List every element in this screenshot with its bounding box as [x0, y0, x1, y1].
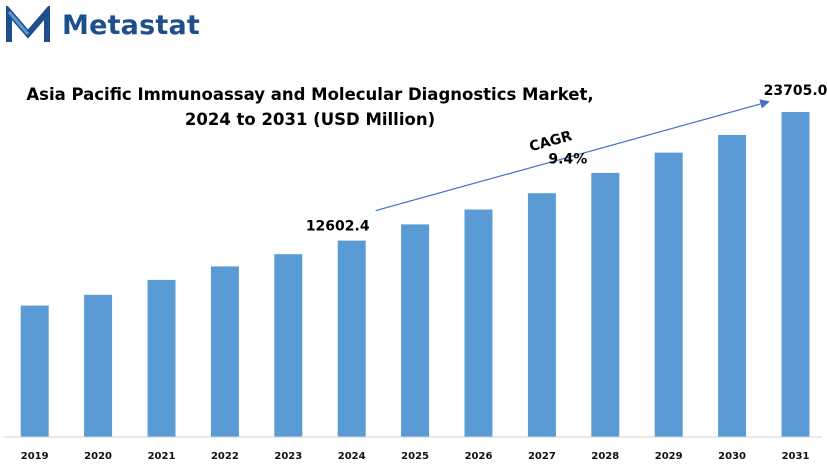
x-tick-2030: 2030	[718, 451, 746, 462]
x-tick-2021: 2021	[148, 451, 176, 462]
chart-title-line2: 2024 to 2031 (USD Million)	[184, 110, 436, 129]
x-tick-2027: 2027	[528, 451, 556, 462]
x-tick-labels: 2019 2020 2021 2022 2023 2024 2025 2026 2027 2028…	[21, 451, 810, 462]
x-tick-2029: 2029	[655, 451, 683, 462]
x-tick-2031: 2031	[782, 451, 810, 462]
x-tick-2024: 2024	[338, 451, 366, 462]
bars-group	[20, 112, 810, 437]
data-labels: 12602.4 23705.0	[306, 83, 827, 235]
cagr-arrow	[375, 99, 770, 212]
bar-2023	[274, 254, 303, 437]
chart-title-line1: Asia Pacific Immunoassay and Molecular D…	[26, 85, 594, 104]
x-tick-2020: 2020	[84, 451, 112, 462]
bar-2022	[210, 266, 239, 437]
brand-logo: Metastat	[6, 3, 226, 50]
x-tick-2022: 2022	[211, 451, 239, 462]
m-logo-icon	[6, 3, 50, 42]
bar-2027	[527, 193, 556, 437]
bar-2031	[781, 112, 810, 437]
data-label-2024: 12602.4	[306, 219, 370, 235]
bar-2024	[337, 240, 366, 437]
bar-2021	[147, 279, 176, 437]
bar-2029	[654, 152, 683, 437]
bar-2026	[464, 209, 493, 437]
x-tick-2019: 2019	[21, 451, 49, 462]
brand-name: Metastat	[62, 10, 201, 41]
data-label-2031: 23705.0	[764, 83, 827, 99]
bar-2020	[84, 294, 113, 437]
x-tick-2023: 2023	[274, 451, 302, 462]
cagr-value: 9.4%	[548, 152, 587, 168]
x-tick-2026: 2026	[465, 451, 493, 462]
bar-2019	[20, 305, 49, 437]
bar-2030	[718, 135, 747, 437]
bar-2025	[401, 224, 430, 437]
x-tick-2028: 2028	[591, 451, 619, 462]
chart-title: Asia Pacific Immunoassay and Molecular D…	[20, 82, 600, 132]
bar-2028	[591, 172, 620, 437]
x-tick-2025: 2025	[401, 451, 429, 462]
